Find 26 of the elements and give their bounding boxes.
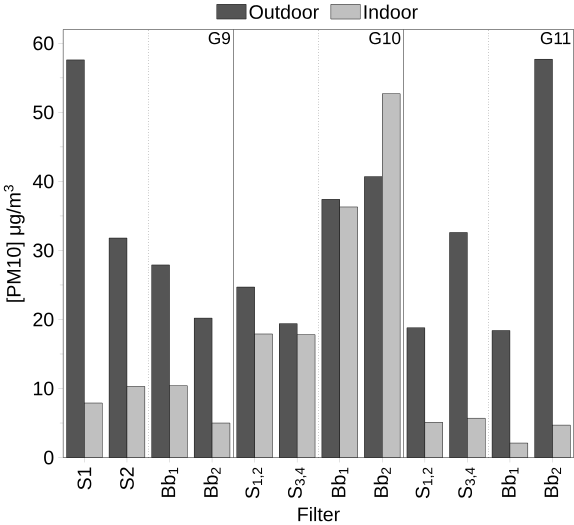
x-axis-title: Filter xyxy=(298,506,340,522)
x-tick-label: S$_{3,4}$ xyxy=(458,467,477,498)
x-tick-label: S$_{3,4}$ xyxy=(288,467,306,498)
y-tick-label: 10 xyxy=(34,382,54,396)
annotation: G10 xyxy=(369,32,400,44)
annotation: G9 xyxy=(208,32,230,44)
x-tick-label: Bb$_{1}$ xyxy=(160,468,178,497)
x-tick-label: Bb$_{2}$ xyxy=(204,468,221,497)
x-tick-label: S$_{1,2}$ xyxy=(416,468,434,498)
y-axis-title: [PM10] μg/m$^{3}$ xyxy=(4,185,25,302)
x-tick-label: Bb$_{2}$ xyxy=(544,468,562,497)
x-tick-label: Bb$_{2}$ xyxy=(374,468,391,497)
legend-label: Indoor xyxy=(364,4,418,19)
y-tick-label: 40 xyxy=(32,174,54,188)
x-tick-label: Bb$_{1}$ xyxy=(331,468,348,497)
x-tick-label: S1 xyxy=(78,467,92,490)
legend-label: Outdoor xyxy=(250,4,319,19)
y-tick-label: 60 xyxy=(33,36,54,50)
y-tick-label: 20 xyxy=(33,312,54,326)
y-tick-label: 50 xyxy=(33,105,54,120)
x-tick-label: S2 xyxy=(120,467,134,490)
annotation: G11 xyxy=(540,32,570,44)
x-tick-label: Bb$_{1}$ xyxy=(501,468,518,497)
x-tick-label: S$_{1,2}$ xyxy=(245,468,264,498)
y-tick-label: 30 xyxy=(33,243,54,258)
y-tick-label: 0 xyxy=(44,450,54,464)
